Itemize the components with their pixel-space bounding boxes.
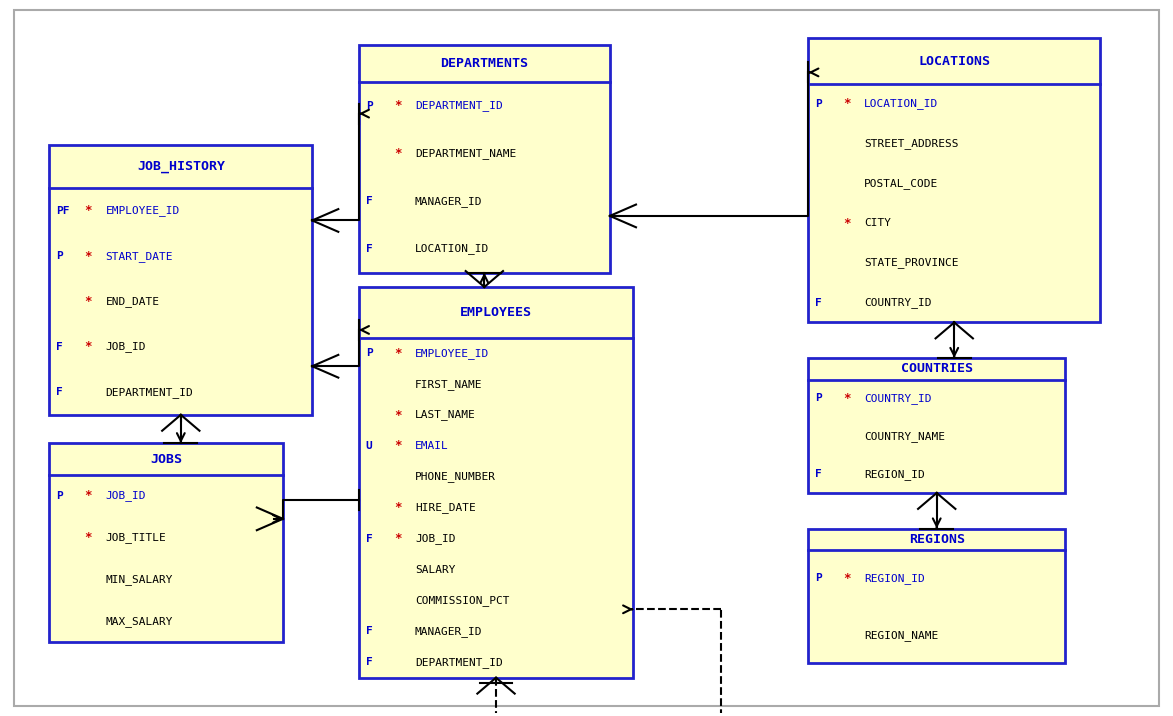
Text: F: F	[366, 244, 373, 254]
Text: REGION_NAME: REGION_NAME	[865, 629, 938, 641]
Text: *: *	[84, 250, 91, 263]
Text: P: P	[815, 394, 822, 404]
Bar	[808, 38, 1100, 322]
Text: LOCATIONS: LOCATIONS	[918, 54, 990, 67]
Text: *: *	[84, 531, 91, 544]
Text: LAST_NAME: LAST_NAME	[415, 410, 475, 420]
Text: P: P	[815, 99, 822, 109]
Text: PHONE_NUMBER: PHONE_NUMBER	[415, 471, 496, 483]
Text: LOCATION_ID: LOCATION_ID	[415, 243, 489, 254]
Text: *: *	[843, 97, 850, 110]
Text: REGION_ID: REGION_ID	[865, 469, 925, 480]
Text: F: F	[815, 298, 822, 308]
Text: STREET_ADDRESS: STREET_ADDRESS	[865, 138, 958, 149]
Text: COUNTRY_ID: COUNTRY_ID	[865, 297, 931, 308]
Text: COMMISSION_PCT: COMMISSION_PCT	[415, 595, 509, 606]
Text: F: F	[366, 196, 373, 206]
Text: FIRST_NAME: FIRST_NAME	[415, 379, 482, 390]
Text: *: *	[394, 147, 401, 160]
Text: *: *	[84, 295, 91, 308]
Text: COUNTRIES: COUNTRIES	[901, 362, 972, 375]
Text: MAX_SALARY: MAX_SALARY	[106, 616, 172, 626]
Text: P: P	[815, 574, 822, 584]
Text: *: *	[84, 490, 91, 503]
Text: F: F	[56, 342, 63, 352]
Text: F: F	[366, 626, 373, 637]
Text: *: *	[843, 392, 850, 405]
Text: EMAIL: EMAIL	[415, 441, 448, 451]
Text: U: U	[366, 441, 373, 451]
Text: JOB_ID: JOB_ID	[415, 533, 455, 544]
Text: JOB_ID: JOB_ID	[106, 342, 145, 352]
Text: JOB_TITLE: JOB_TITLE	[106, 532, 167, 543]
Text: COUNTRY_NAME: COUNTRY_NAME	[865, 431, 945, 442]
Text: F: F	[366, 657, 373, 667]
Text: P: P	[366, 348, 373, 358]
Text: P: P	[366, 101, 373, 111]
Text: *: *	[394, 501, 401, 514]
Text: REGIONS: REGIONS	[909, 533, 964, 546]
Text: *: *	[843, 572, 850, 585]
Text: CITY: CITY	[865, 218, 891, 228]
Text: LOCATION_ID: LOCATION_ID	[865, 98, 938, 109]
Text: DEPARTMENT_NAME: DEPARTMENT_NAME	[415, 148, 516, 159]
Text: MIN_SALARY: MIN_SALARY	[106, 574, 172, 585]
Text: *: *	[394, 409, 401, 422]
Text: COUNTRY_ID: COUNTRY_ID	[865, 393, 931, 404]
Text: PF: PF	[56, 205, 70, 216]
Text: JOB_ID: JOB_ID	[106, 490, 145, 501]
Text: START_DATE: START_DATE	[106, 251, 172, 261]
Bar	[808, 358, 1065, 493]
Text: F: F	[366, 533, 373, 543]
Text: DEPARTMENT_ID: DEPARTMENT_ID	[106, 387, 194, 397]
Text: STATE_PROVINCE: STATE_PROVINCE	[865, 257, 958, 268]
Text: *: *	[394, 532, 401, 545]
Text: *: *	[84, 204, 91, 217]
Text: P: P	[56, 251, 63, 261]
Text: *: *	[84, 340, 91, 353]
Text: REGION_ID: REGION_ID	[865, 573, 925, 584]
Text: *: *	[394, 99, 401, 112]
Text: SALARY: SALARY	[415, 564, 455, 574]
Text: DEPARTMENTS: DEPARTMENTS	[440, 57, 528, 70]
Text: JOBS: JOBS	[150, 453, 182, 465]
Bar	[49, 145, 312, 415]
Text: DEPARTMENT_ID: DEPARTMENT_ID	[415, 657, 503, 668]
Bar	[359, 45, 610, 273]
Text: *: *	[394, 440, 401, 453]
Bar	[359, 287, 633, 678]
Text: *: *	[394, 347, 401, 359]
Text: JOB_HISTORY: JOB_HISTORY	[137, 160, 225, 173]
Text: P: P	[56, 491, 63, 501]
Text: END_DATE: END_DATE	[106, 296, 160, 307]
Text: EMPLOYEES: EMPLOYEES	[460, 306, 533, 319]
Bar	[49, 443, 283, 642]
Text: MANAGER_ID: MANAGER_ID	[415, 195, 482, 207]
Text: F: F	[56, 387, 63, 397]
Text: DEPARTMENT_ID: DEPARTMENT_ID	[415, 100, 503, 111]
Text: POSTAL_CODE: POSTAL_CODE	[865, 178, 938, 189]
Text: EMPLOYEE_ID: EMPLOYEE_ID	[415, 348, 489, 359]
Text: F: F	[815, 469, 822, 479]
Text: MANAGER_ID: MANAGER_ID	[415, 626, 482, 637]
Text: EMPLOYEE_ID: EMPLOYEE_ID	[106, 205, 179, 216]
Bar	[808, 528, 1065, 664]
Text: *: *	[843, 216, 850, 230]
Text: HIRE_DATE: HIRE_DATE	[415, 502, 475, 513]
